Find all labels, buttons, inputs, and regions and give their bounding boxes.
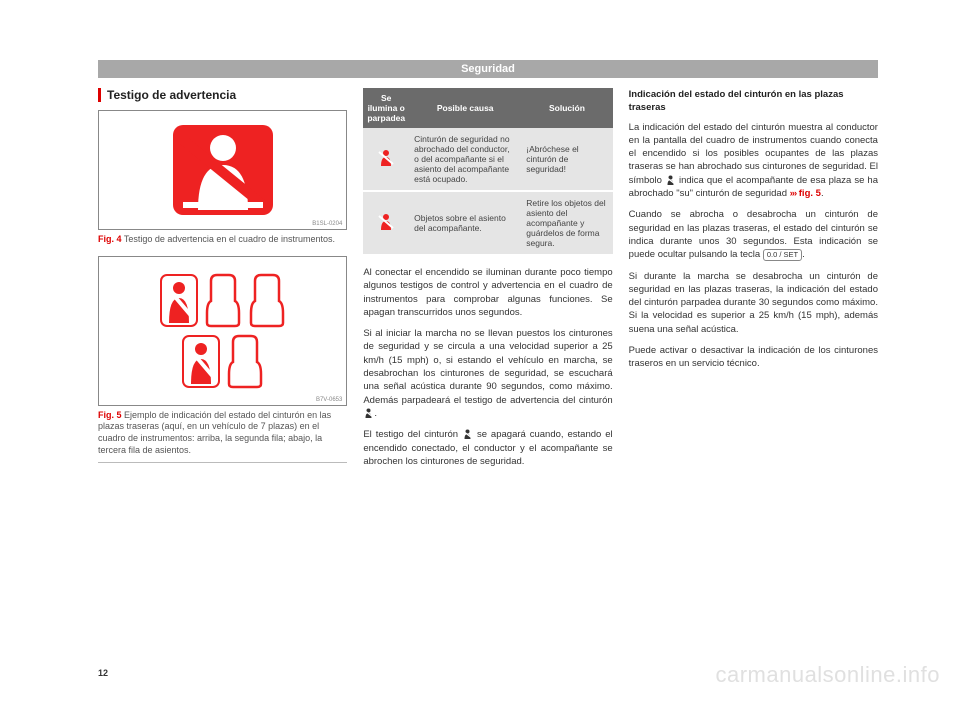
cell-cause: Objetos sobre el asiento del acompañante… xyxy=(409,191,521,255)
figure-5-code: B7V-0653 xyxy=(316,397,342,403)
seatbelt-person-icon xyxy=(159,273,199,328)
figure-4-box: B1SL-0204 xyxy=(98,110,347,230)
cell-icon xyxy=(363,191,409,255)
seatbelt-inline-icon xyxy=(665,175,676,186)
seat-empty-icon xyxy=(203,273,243,328)
seatbelt-warning-icon xyxy=(377,149,395,167)
paragraph: Cuando se abrocha o desabrocha un cintur… xyxy=(629,208,878,261)
key-button: 0.0 / SET xyxy=(763,249,802,262)
figure-4-text: Testigo de advertencia en el cuadro de i… xyxy=(124,234,335,244)
figure-4-num: Fig. 4 xyxy=(98,234,122,244)
page-number: 12 xyxy=(98,668,108,678)
chevrons-icon: ››› xyxy=(790,188,797,199)
table-header-row: Se ilumina o parpadea Posible causa Solu… xyxy=(363,88,612,128)
seatbelt-inline-icon xyxy=(462,429,473,440)
th-solution: Solución xyxy=(521,88,612,128)
seat-row-2 xyxy=(159,273,287,328)
paragraph: El testigo del cinturón se apagará cuand… xyxy=(363,428,612,468)
th-illuminate: Se ilumina o parpadea xyxy=(363,88,409,128)
columns-container: Testigo de advertencia B1SL-0204 Fig. 4 … xyxy=(98,88,878,476)
paragraph-text-a: El testigo del cinturón xyxy=(363,429,462,440)
paragraph: Si durante la marcha se desabrocha un ci… xyxy=(629,270,878,336)
cell-solution: Retire los objetos del asiento del acomp… xyxy=(521,191,612,255)
paragraph: Al conectar el encendido se iluminan dur… xyxy=(363,266,612,319)
table-row: Objetos sobre el asiento del acompañante… xyxy=(363,191,612,255)
seatbelt-warning-icon xyxy=(377,213,395,231)
page-container: Seguridad Testigo de advertencia B1SL-02… xyxy=(98,60,878,660)
figure-5-caption: Fig. 5 Ejemplo de indicación del estado … xyxy=(98,410,347,464)
seatbelt-person-icon xyxy=(181,334,221,389)
table-row: Cinturón de seguridad no abrochado del c… xyxy=(363,128,612,191)
th-cause: Posible causa xyxy=(409,88,521,128)
figure-4-code: B1SL-0204 xyxy=(312,221,342,227)
seat-empty-icon xyxy=(247,273,287,328)
paragraph-text-a: Cuando se abrocha o desabrocha un cintur… xyxy=(629,209,878,260)
figure-4-caption: Fig. 4 Testigo de advertencia en el cuad… xyxy=(98,234,347,246)
column-3: Indicación del estado del cinturón en la… xyxy=(629,88,878,476)
cell-solution: ¡Abróchese el cinturón de seguridad! xyxy=(521,128,612,191)
seat-row-3 xyxy=(181,334,265,389)
section-title: Testigo de advertencia xyxy=(98,88,347,102)
cell-icon xyxy=(363,128,409,191)
seat-empty-icon xyxy=(225,334,265,389)
column-2: Se ilumina o parpadea Posible causa Solu… xyxy=(363,88,612,476)
seatbelt-icon xyxy=(168,120,278,220)
watermark: carmanualsonline.info xyxy=(715,662,940,688)
figure-5-text: Ejemplo de indicación del estado del cin… xyxy=(98,410,331,455)
paragraph-text: Si al iniciar la marcha no se llevan pue… xyxy=(363,328,612,405)
subsection-title: Indicación del estado del cinturón en la… xyxy=(629,88,878,115)
cell-cause: Cinturón de seguridad no abrochado del c… xyxy=(409,128,521,191)
column-1: Testigo de advertencia B1SL-0204 Fig. 4 … xyxy=(98,88,347,476)
figure-5-box: B7V-0653 xyxy=(98,256,347,406)
paragraph: Si al iniciar la marcha no se llevan pue… xyxy=(363,327,612,420)
header-band: Seguridad xyxy=(98,60,878,78)
fig-ref: fig. 5 xyxy=(799,188,821,199)
warning-table: Se ilumina o parpadea Posible causa Solu… xyxy=(363,88,612,256)
paragraph: Puede activar o desactivar la indicación… xyxy=(629,344,878,371)
figure-5-num: Fig. 5 xyxy=(98,410,122,420)
paragraph: La indicación del estado del cinturón mu… xyxy=(629,121,878,201)
seatbelt-inline-icon xyxy=(363,408,374,419)
